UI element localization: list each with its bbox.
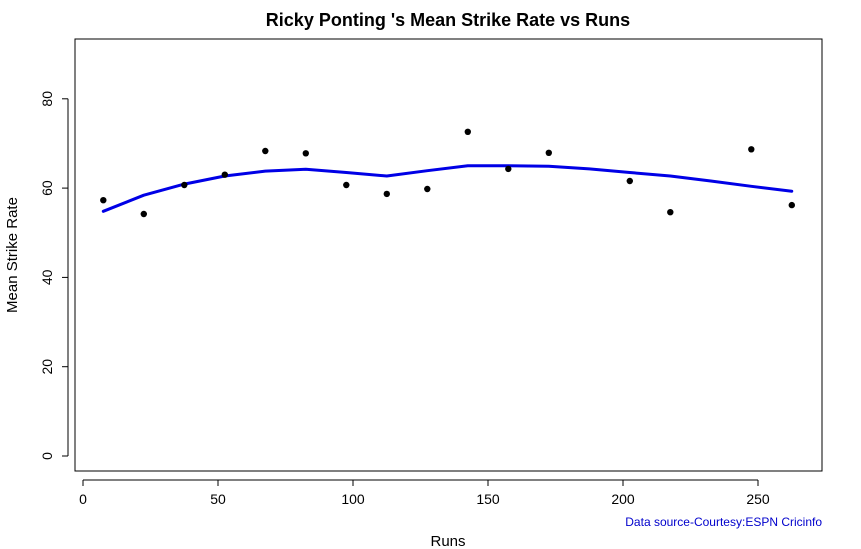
- data-source-note: Data source-Courtesy:ESPN Cricinfo: [625, 515, 822, 529]
- data-point: [748, 146, 755, 153]
- y-tick-label: 20: [39, 359, 55, 375]
- y-tick-label: 80: [39, 91, 55, 107]
- x-tick-label: 50: [210, 491, 226, 507]
- data-point: [505, 165, 512, 173]
- data-point: [343, 181, 350, 189]
- data-point: [424, 185, 431, 193]
- y-tick-label: 0: [39, 452, 55, 460]
- data-point: [626, 177, 633, 185]
- data-point: [383, 190, 390, 198]
- x-axis: 0 50 100 150 200 250: [79, 479, 770, 507]
- data-point: [667, 209, 674, 216]
- x-axis-label: Runs: [430, 533, 465, 549]
- data-point: [464, 128, 471, 135]
- y-axis: 0 20 40 60 80: [39, 91, 69, 460]
- y-tick-label: 60: [39, 180, 55, 196]
- data-point: [221, 171, 228, 178]
- data-point: [302, 150, 309, 157]
- x-tick-label: 200: [611, 491, 635, 507]
- plot-area-frame: [74, 38, 823, 472]
- y-tick-label: 40: [39, 269, 55, 285]
- data-point: [262, 147, 269, 155]
- data-point: [545, 149, 552, 156]
- data-point: [788, 201, 795, 209]
- data-point: [100, 197, 107, 204]
- x-tick-label: 250: [746, 491, 770, 507]
- x-tick-label: 0: [79, 491, 87, 507]
- data-points: [100, 128, 795, 218]
- x-tick-label: 100: [341, 491, 365, 507]
- smoothed-trend-line: [101, 164, 794, 213]
- data-point: [181, 181, 188, 189]
- y-axis-label: Mean Strike Rate: [4, 197, 21, 313]
- chart-title: Ricky Ponting 's Mean Strike Rate vs Run…: [266, 10, 630, 30]
- x-tick-label: 150: [476, 491, 500, 507]
- data-point: [140, 210, 147, 218]
